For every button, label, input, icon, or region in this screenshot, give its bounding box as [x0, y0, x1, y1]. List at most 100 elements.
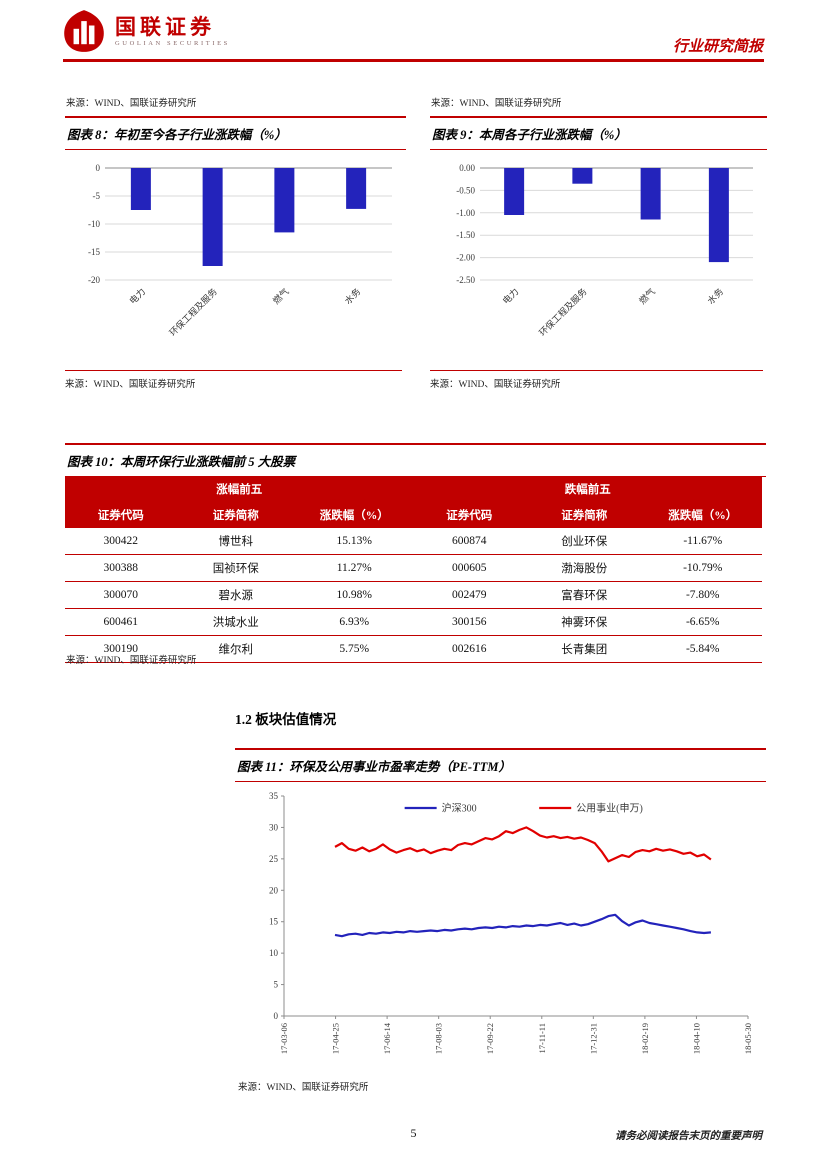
- table-row: 300070 碧水源 10.98% 002479 富春环保 -7.80%: [65, 581, 762, 609]
- cell-code: 002479: [413, 581, 525, 609]
- svg-text:18-04-10: 18-04-10: [691, 1023, 701, 1054]
- company-logo: 国联证券 GUOLIAN SECURITIES: [62, 9, 230, 53]
- cell-code: 000605: [413, 554, 525, 582]
- svg-text:电力: 电力: [500, 286, 521, 307]
- svg-text:-10: -10: [88, 219, 100, 229]
- figure11-title: 图表 11：环保及公用事业市盈率走势（PE-TTM）: [235, 748, 766, 782]
- cell-chg: -11.67%: [643, 528, 762, 555]
- guolian-logo-icon: [64, 10, 104, 52]
- table-row: 300422 博世科 15.13% 600874 创业环保 -11.67%: [65, 528, 762, 555]
- svg-text:20: 20: [269, 885, 279, 895]
- figure8-bar-chart: 0 -5 -10 -15 -20 电力 环保工程及服务 燃气 水务: [88, 163, 392, 338]
- logo-en-text: GUOLIAN SECURITIES: [115, 40, 230, 47]
- col-header-code-left: 证券代码: [65, 502, 177, 528]
- cell-chg: 15.13%: [295, 528, 414, 555]
- cell-chg: 10.98%: [295, 581, 414, 609]
- cell-name: 碧水源: [176, 581, 295, 609]
- svg-text:-2.00: -2.00: [456, 253, 475, 263]
- figure8-source: 来源：WIND、国联证券研究所: [65, 370, 402, 390]
- top5-stocks-table: 涨幅前五 跌幅前五 证券代码 证券简称 涨跌幅（%） 证券代码 证券简称 涨跌幅…: [65, 476, 762, 663]
- svg-text:-1.00: -1.00: [456, 208, 475, 218]
- svg-text:-5: -5: [93, 191, 101, 201]
- cell-chg: -10.79%: [643, 554, 762, 582]
- svg-text:0: 0: [274, 1011, 279, 1021]
- svg-text:5: 5: [274, 980, 279, 990]
- source-note-top-left: 来源：WIND、国联证券研究所: [66, 99, 197, 109]
- cell-chg: -6.65%: [643, 608, 762, 636]
- figure9-title: 图表 9：本周各子行业涨跌幅（%）: [430, 116, 767, 150]
- figure10-source: 来源：WIND、国联证券研究所: [66, 656, 197, 666]
- cell-code: 300388: [65, 554, 177, 582]
- header-divider: [63, 59, 764, 62]
- table-group-header-row: 涨幅前五 跌幅前五: [65, 476, 762, 502]
- svg-text:18-02-19: 18-02-19: [640, 1023, 650, 1054]
- cell-name: 维尔利: [176, 635, 295, 663]
- svg-text:-2.50: -2.50: [456, 275, 475, 285]
- svg-text:25: 25: [269, 854, 279, 864]
- svg-text:17-04-25: 17-04-25: [331, 1023, 341, 1054]
- svg-text:0.00: 0.00: [459, 163, 475, 173]
- svg-text:公用事业(申万): 公用事业(申万): [576, 802, 643, 815]
- table-column-header-row: 证券代码 证券简称 涨跌幅（%） 证券代码 证券简称 涨跌幅（%）: [65, 502, 762, 528]
- section-heading-1-2: 1.2 板块估值情况: [235, 712, 337, 727]
- cell-code: 600874: [413, 528, 525, 555]
- table-row: 600461 洪城水业 6.93% 300156 神雾环保 -6.65%: [65, 608, 762, 636]
- cell-chg: 11.27%: [295, 554, 414, 582]
- cell-name: 渤海股份: [525, 554, 644, 582]
- report-type-label: 行业研究简报: [672, 39, 763, 55]
- cell-code: 300190: [65, 635, 177, 663]
- cell-name: 国祯环保: [176, 554, 295, 582]
- figure10-title: 图表 10：本周环保行业涨跌幅前 5 大股票: [65, 443, 766, 477]
- svg-text:环保工程及服务: 环保工程及服务: [536, 286, 588, 338]
- svg-text:18-05-30: 18-05-30: [743, 1023, 753, 1054]
- cell-code: 002616: [413, 635, 525, 663]
- cell-name: 创业环保: [525, 528, 644, 555]
- svg-text:17-11-11: 17-11-11: [537, 1023, 547, 1054]
- group-header-losers: 跌幅前五: [413, 476, 762, 502]
- svg-text:水务: 水务: [705, 286, 726, 307]
- cell-code: 300422: [65, 528, 177, 555]
- svg-text:-1.50: -1.50: [456, 230, 475, 240]
- figure8-title: 图表 8：年初至今各子行业涨跌幅（%）: [65, 116, 406, 150]
- figure9-source: 来源：WIND、国联证券研究所: [430, 370, 763, 390]
- figure11-source: 来源：WIND、国联证券研究所: [238, 1083, 369, 1093]
- cell-code: 600461: [65, 608, 177, 636]
- col-header-name-right: 证券简称: [525, 502, 644, 528]
- svg-text:电力: 电力: [127, 286, 148, 307]
- cell-name: 洪城水业: [176, 608, 295, 636]
- cell-name: 富春环保: [525, 581, 644, 609]
- svg-text:17-03-06: 17-03-06: [279, 1023, 289, 1054]
- svg-text:-15: -15: [88, 247, 100, 257]
- svg-text:-0.50: -0.50: [456, 185, 475, 195]
- col-header-chg-left: 涨跌幅（%）: [295, 502, 414, 528]
- cell-chg: -7.80%: [643, 581, 762, 609]
- svg-text:17-08-03: 17-08-03: [434, 1023, 444, 1054]
- figure9-bar-chart: 0.00 -0.50 -1.00 -1.50 -2.00 -2.50 电力 环保工程及服务 燃气…: [456, 163, 753, 338]
- svg-text:15: 15: [269, 917, 279, 927]
- col-header-code-right: 证券代码: [413, 502, 525, 528]
- svg-text:0: 0: [96, 163, 101, 173]
- svg-text:环保工程及服务: 环保工程及服务: [167, 286, 219, 338]
- svg-text:10: 10: [269, 948, 279, 958]
- group-header-gainers: 涨幅前五: [65, 476, 414, 502]
- svg-text:30: 30: [269, 822, 279, 832]
- svg-text:沪深300: 沪深300: [442, 802, 477, 815]
- svg-text:17-09-22: 17-09-22: [485, 1023, 495, 1054]
- svg-text:燃气: 燃气: [270, 286, 291, 307]
- cell-name: 长青集团: [525, 635, 644, 663]
- cell-chg: 5.75%: [295, 635, 414, 663]
- svg-text:17-06-14: 17-06-14: [382, 1022, 392, 1054]
- top5-stocks-table-wrap: 涨幅前五 跌幅前五 证券代码 证券简称 涨跌幅（%） 证券代码 证券简称 涨跌幅…: [65, 476, 762, 663]
- svg-text:35: 35: [269, 791, 279, 801]
- table-row: 300190 维尔利 5.75% 002616 长青集团 -5.84%: [65, 635, 762, 663]
- source-note-top-right: 来源：WIND、国联证券研究所: [431, 99, 562, 109]
- figure11-line-chart: 35 30 25 20 15 10 5 017-03-06 17-04-25 17-06-14 17…: [269, 791, 753, 1054]
- logo-cn-text: 国联证券: [115, 15, 215, 39]
- svg-text:燃气: 燃气: [637, 286, 658, 307]
- svg-text:水务: 水务: [342, 286, 363, 307]
- cell-chg: 6.93%: [295, 608, 414, 636]
- cell-chg: -5.84%: [643, 635, 762, 663]
- col-header-name-left: 证券简称: [176, 502, 295, 528]
- page-number: 5: [410, 1126, 417, 1140]
